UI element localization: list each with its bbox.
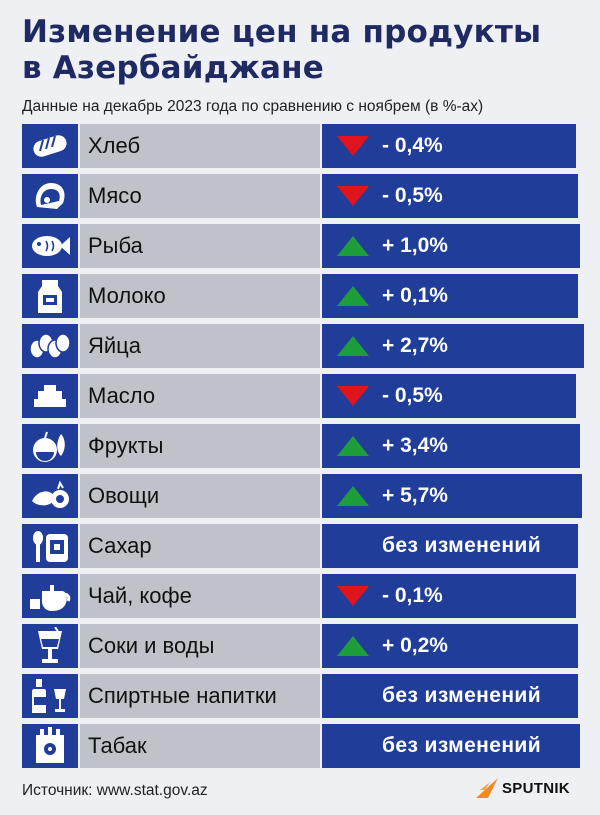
table-row: Сахар без изменений	[22, 524, 582, 568]
value-box: + 1,0%	[322, 224, 580, 268]
up-triangle-icon	[337, 236, 369, 256]
vegetables-icon	[22, 474, 78, 518]
bread-icon	[22, 124, 78, 168]
up-triangle-icon	[337, 486, 369, 506]
category-label-box: Масло	[80, 374, 320, 418]
category-label: Масло	[88, 383, 156, 408]
value-label: + 2,7%	[382, 334, 448, 357]
table-row: Спиртные напитки без изменений	[22, 674, 582, 718]
table-row: Овощи + 5,7%	[22, 474, 582, 518]
table-row: Соки и воды + 0,2%	[22, 624, 582, 668]
category-label-box: Чай, кофе	[80, 574, 320, 618]
value-box: без изменений	[322, 674, 578, 718]
category-label: Табак	[88, 733, 147, 758]
category-label-box: Овощи	[80, 474, 320, 518]
table-row: Яйца + 2,7%	[22, 324, 584, 368]
value-label: + 0,1%	[382, 284, 448, 307]
category-label-box: Мясо	[80, 174, 320, 218]
value-label: + 3,4%	[382, 434, 448, 457]
table-row: Табак без изменений	[22, 724, 582, 768]
category-label: Яйца	[88, 333, 142, 358]
table-row: Чай, кофе - 0,1%	[22, 574, 582, 618]
value-label: без изменений	[382, 734, 542, 757]
down-triangle-icon	[337, 586, 369, 606]
value-label: + 5,7%	[382, 484, 448, 507]
down-triangle-icon	[337, 186, 369, 206]
table-row: Молоко + 0,1%	[22, 274, 582, 318]
sputnik-logo-icon	[476, 778, 498, 798]
value-label: без изменений	[382, 534, 542, 557]
fruits-icon	[22, 424, 78, 468]
category-label: Мясо	[88, 183, 142, 208]
category-label-box: Яйца	[80, 324, 320, 368]
category-label: Фрукты	[88, 433, 164, 458]
value-box: - 0,5%	[322, 174, 578, 218]
fish-icon	[22, 224, 78, 268]
category-label: Сахар	[88, 533, 152, 558]
category-label: Молоко	[88, 283, 166, 308]
category-label-box: Соки и воды	[80, 624, 320, 668]
sugar-icon	[22, 524, 78, 568]
category-label-box: Сахар	[80, 524, 320, 568]
table-row: Мясо - 0,5%	[22, 174, 582, 218]
value-label: - 0,5%	[382, 384, 443, 407]
table-row: Фрукты + 3,4%	[22, 424, 582, 468]
value-box: - 0,5%	[322, 374, 576, 418]
value-box: + 0,2%	[322, 624, 578, 668]
value-box: + 3,4%	[322, 424, 580, 468]
category-label: Соки и воды	[88, 633, 215, 658]
up-triangle-icon	[337, 636, 369, 656]
down-triangle-icon	[337, 386, 369, 406]
juice-icon	[22, 624, 78, 668]
category-label: Хлеб	[88, 133, 141, 158]
value-box: + 5,7%	[322, 474, 582, 518]
category-label-box: Хлеб	[80, 124, 320, 168]
category-label-box: Фрукты	[80, 424, 320, 468]
subtitle: Данные на декабрь 2023 года по сравнению…	[22, 98, 484, 115]
table-row: Масло - 0,5%	[22, 374, 582, 418]
value-label: без изменений	[382, 684, 542, 707]
category-label: Рыба	[88, 233, 143, 258]
sputnik-logo: SPUTNIK	[476, 778, 570, 798]
category-label-box: Рыба	[80, 224, 320, 268]
milk-icon	[22, 274, 78, 318]
value-box: - 0,4%	[322, 124, 576, 168]
category-label: Спиртные напитки	[88, 683, 277, 708]
category-label-box: Табак	[80, 724, 320, 768]
table-row: Хлеб - 0,4%	[22, 124, 582, 168]
value-box: без изменений	[322, 724, 580, 768]
page-title: Изменение цен на продукты в Азербайджане	[22, 14, 592, 86]
alcohol-icon	[22, 674, 78, 718]
up-triangle-icon	[337, 436, 369, 456]
title-line-2: в Азербайджане	[22, 50, 324, 86]
category-label-box: Молоко	[80, 274, 320, 318]
category-label-box: Спиртные напитки	[80, 674, 320, 718]
down-triangle-icon	[337, 136, 369, 156]
value-label: + 1,0%	[382, 234, 448, 257]
sputnik-logo-text: SPUTNIK	[502, 779, 570, 797]
butter-icon	[22, 374, 78, 418]
title-line-1: Изменение цен на продукты	[22, 14, 542, 50]
category-label: Овощи	[88, 483, 160, 508]
value-label: - 0,4%	[382, 134, 443, 157]
up-triangle-icon	[337, 286, 369, 306]
value-box: - 0,1%	[322, 574, 576, 618]
category-label: Чай, кофе	[88, 583, 192, 608]
value-box: + 2,7%	[322, 324, 584, 368]
value-label: - 0,5%	[382, 184, 443, 207]
teapot-icon	[22, 574, 78, 618]
up-triangle-icon	[337, 336, 369, 356]
value-box: без изменений	[322, 524, 578, 568]
value-box: + 0,1%	[322, 274, 578, 318]
value-label: - 0,1%	[382, 584, 443, 607]
eggs-icon	[22, 324, 78, 368]
meat-icon	[22, 174, 78, 218]
value-label: + 0,2%	[382, 634, 448, 657]
tobacco-icon	[22, 724, 78, 768]
source-note: Источник: www.stat.gov.az	[22, 782, 208, 799]
table-row: Рыба + 1,0%	[22, 224, 582, 268]
